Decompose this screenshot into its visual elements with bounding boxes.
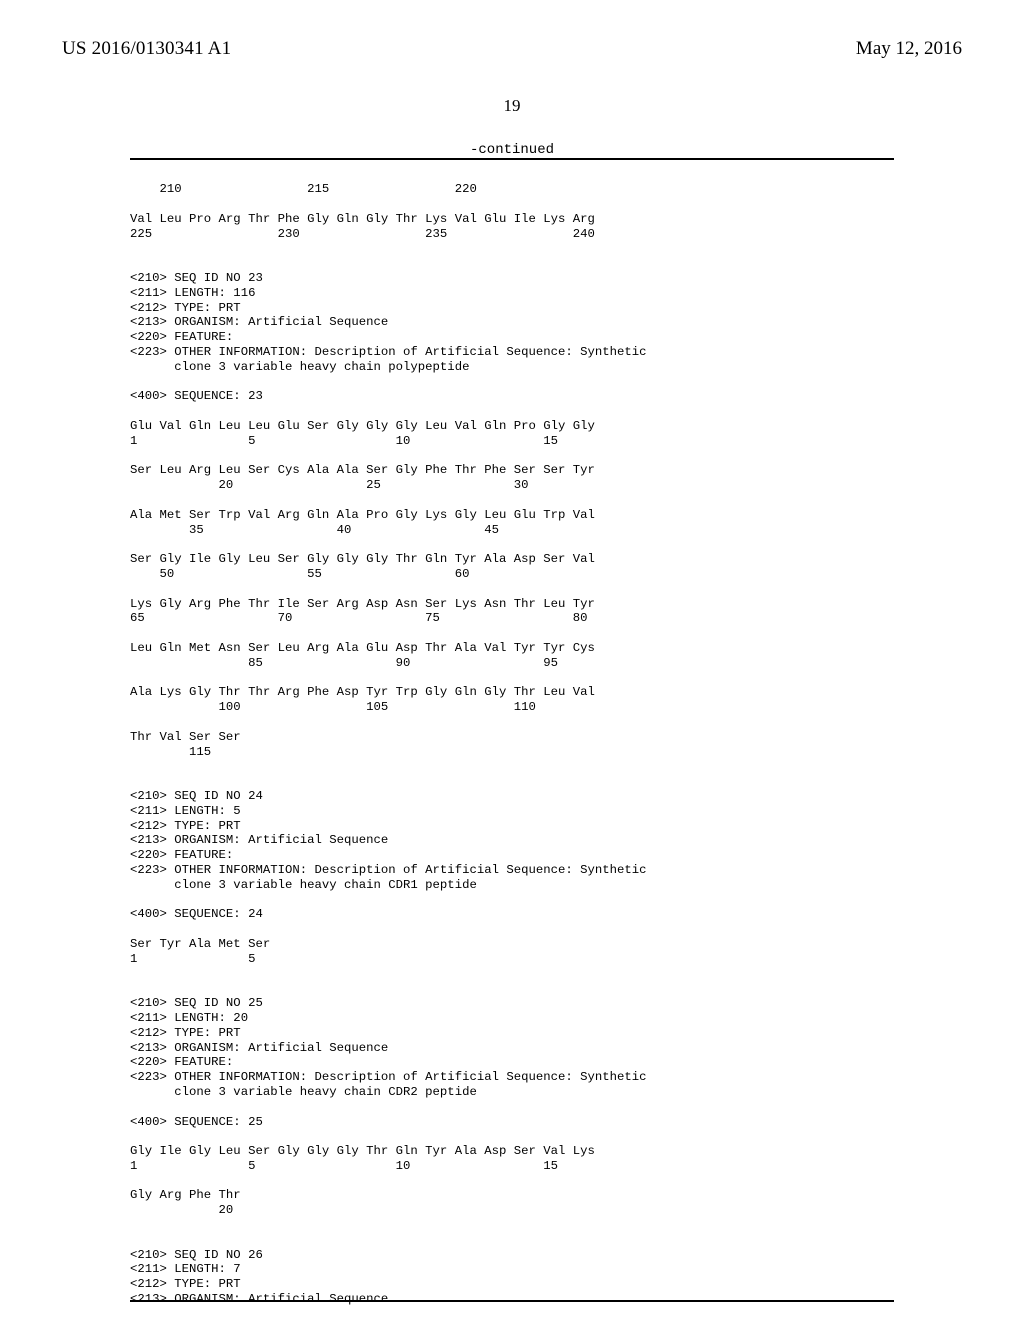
page-number: 19 bbox=[0, 96, 1024, 116]
page: US 2016/0130341 A1 May 12, 2016 19 -cont… bbox=[0, 0, 1024, 1320]
publication-date: May 12, 2016 bbox=[856, 38, 962, 60]
continued-label: -continued bbox=[0, 142, 1024, 158]
bottom-rule bbox=[130, 1300, 894, 1302]
top-rule bbox=[130, 158, 894, 160]
sequence-listing: 210 215 220 Val Leu Pro Arg Thr Phe Gly … bbox=[130, 182, 894, 1307]
publication-number: US 2016/0130341 A1 bbox=[62, 38, 231, 60]
